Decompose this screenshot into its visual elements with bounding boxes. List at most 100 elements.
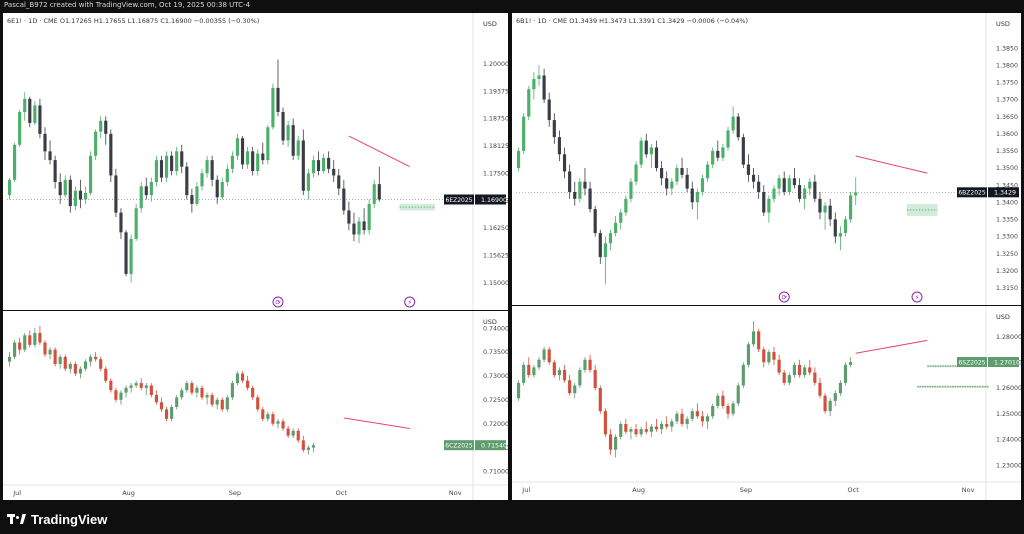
chf-candle	[603, 408, 607, 437]
gbp-candle	[777, 174, 781, 196]
chf-candle-body	[746, 344, 751, 365]
chf-candle-body	[828, 400, 832, 412]
cad-candle	[139, 378, 143, 391]
cad-futures-chart-panel[interactable]: USD 0.74000 0.73500 0.73000 0.72500 0.72000 0.…	[3, 311, 508, 500]
cad-candle-body	[63, 356, 67, 369]
gbp-candle	[705, 161, 710, 182]
eur-candle-body	[99, 120, 103, 132]
chf-candle	[542, 346, 546, 363]
eur-candle	[347, 201, 351, 231]
cad-candle	[124, 385, 128, 398]
cad-candle	[261, 406, 265, 422]
chf-candle	[619, 421, 623, 440]
chf-candle	[516, 380, 521, 401]
eur-candle-body	[164, 155, 169, 178]
chf-candle	[588, 354, 592, 373]
chf-candle-body	[608, 434, 613, 450]
gbp-candle-body	[767, 198, 771, 213]
gbp-candle-body	[751, 174, 756, 182]
eur-futures-candlestick-chart[interactable]: USD 1.20000 1.19375 1.18750 1.18125 1.17500 1.…	[3, 13, 508, 310]
cad-y-tick-label: 0.71000	[483, 469, 508, 476]
cad-candle-body	[68, 363, 72, 369]
cad-candle-body	[291, 430, 295, 436]
eur-candle-body	[63, 179, 67, 196]
eur-candle	[372, 179, 376, 209]
gbp-futures-candlestick-chart[interactable]: USD 1.3850 1.3800 1.3750 1.3700 1.3650 1.3600 1…	[512, 13, 1021, 305]
eur-candle	[159, 155, 164, 182]
gbp-candle-body	[854, 192, 858, 196]
chf-candle	[624, 418, 628, 435]
eur-candle-body	[38, 105, 42, 134]
gbp-price-label: 6BZ2025 1.3429	[957, 187, 1019, 198]
eur-candle-body	[154, 160, 158, 182]
cad-candle-body	[180, 390, 184, 398]
gbp-currency-label: USD	[996, 20, 1010, 28]
eur-candle	[104, 116, 108, 145]
chf-candle	[552, 359, 556, 378]
eur-candle	[200, 168, 204, 191]
cad-candle-body	[256, 397, 260, 410]
gbp-event-marker-circle	[778, 291, 790, 303]
cad-candle-body	[271, 414, 275, 424]
gbp-candle-body	[522, 116, 526, 151]
cad-candle	[311, 442, 316, 453]
gbp-candle-body	[649, 147, 653, 155]
gbp-candle	[690, 181, 694, 210]
eur-candle-body	[134, 208, 138, 239]
chf-candle-body	[649, 426, 653, 432]
eur-event-marker-circle	[272, 296, 284, 308]
chf-candle	[634, 424, 638, 437]
tradingview-logo[interactable]: TradingView	[7, 511, 107, 527]
gbp-candle	[578, 178, 582, 203]
cad-candle	[58, 354, 62, 369]
chf-candle-body	[705, 416, 710, 422]
chf-candle-body	[782, 372, 786, 383]
chf-candle-body	[741, 364, 745, 386]
cad-candle	[195, 385, 199, 398]
gbp-candle-body	[757, 181, 761, 192]
chf-candle	[568, 375, 572, 396]
gbp-futures-chart-panel[interactable]: USD 1.3850 1.3800 1.3750 1.3700 1.3650 1.3600 1…	[512, 13, 1021, 305]
eur-candle	[357, 217, 361, 244]
chf-candle-body	[797, 364, 802, 376]
chf-candle	[598, 385, 602, 414]
chf-candle	[583, 357, 587, 373]
chf-price-label-value: 1.27010	[994, 359, 1020, 366]
eur-futures-chart-panel[interactable]: USD 1.20000 1.19375 1.18750 1.18125 1.17500 1.…	[3, 13, 508, 310]
gbp-ohlc: O1.3439 H1.3473 L1.3391 C1.3429 −0.0006 …	[569, 17, 749, 25]
gbp-y-tick-label: 1.3150	[996, 285, 1018, 292]
cad-candle-body	[149, 385, 153, 396]
gbp-candle-body	[746, 164, 751, 175]
eur-candle-body	[235, 138, 240, 156]
chf-candle	[614, 434, 618, 458]
chf-candle	[823, 393, 827, 414]
gbp-candle-body	[573, 191, 577, 199]
gbp-candle-body	[782, 178, 786, 192]
chf-candle-body	[731, 403, 735, 414]
gbp-y-tick-label: 1.3750	[996, 80, 1018, 87]
eur-candle	[164, 151, 169, 182]
cad-y-tick-label: 0.72000	[483, 421, 508, 428]
chf-candle-body	[578, 370, 582, 386]
gbp-candle	[823, 202, 827, 230]
chf-x-tick-label: Aug	[632, 486, 645, 494]
chf-candle	[721, 390, 725, 409]
eur-candle	[78, 179, 83, 209]
cad-candle-body	[114, 390, 118, 400]
chf-candle	[772, 346, 776, 365]
chf-candle	[695, 403, 699, 419]
gbp-candle-body	[537, 75, 541, 79]
eur-candle-body	[316, 160, 321, 172]
eur-candle-body	[377, 184, 381, 200]
chf-futures-candlestick-chart[interactable]: USD1.280001.270001.260001.250001.240001.…	[512, 306, 1021, 500]
eur-candle-body	[347, 210, 351, 224]
eur-candle-body	[28, 98, 32, 123]
cad-candle-body	[301, 440, 305, 450]
cad-candle-body	[276, 421, 280, 424]
chf-futures-chart-panel[interactable]: USD1.280001.270001.260001.250001.240001.…	[512, 306, 1021, 500]
chf-candle-body	[680, 413, 684, 424]
chf-candle	[767, 349, 771, 365]
cad-candle-body	[170, 406, 174, 419]
eur-candle	[322, 153, 326, 174]
